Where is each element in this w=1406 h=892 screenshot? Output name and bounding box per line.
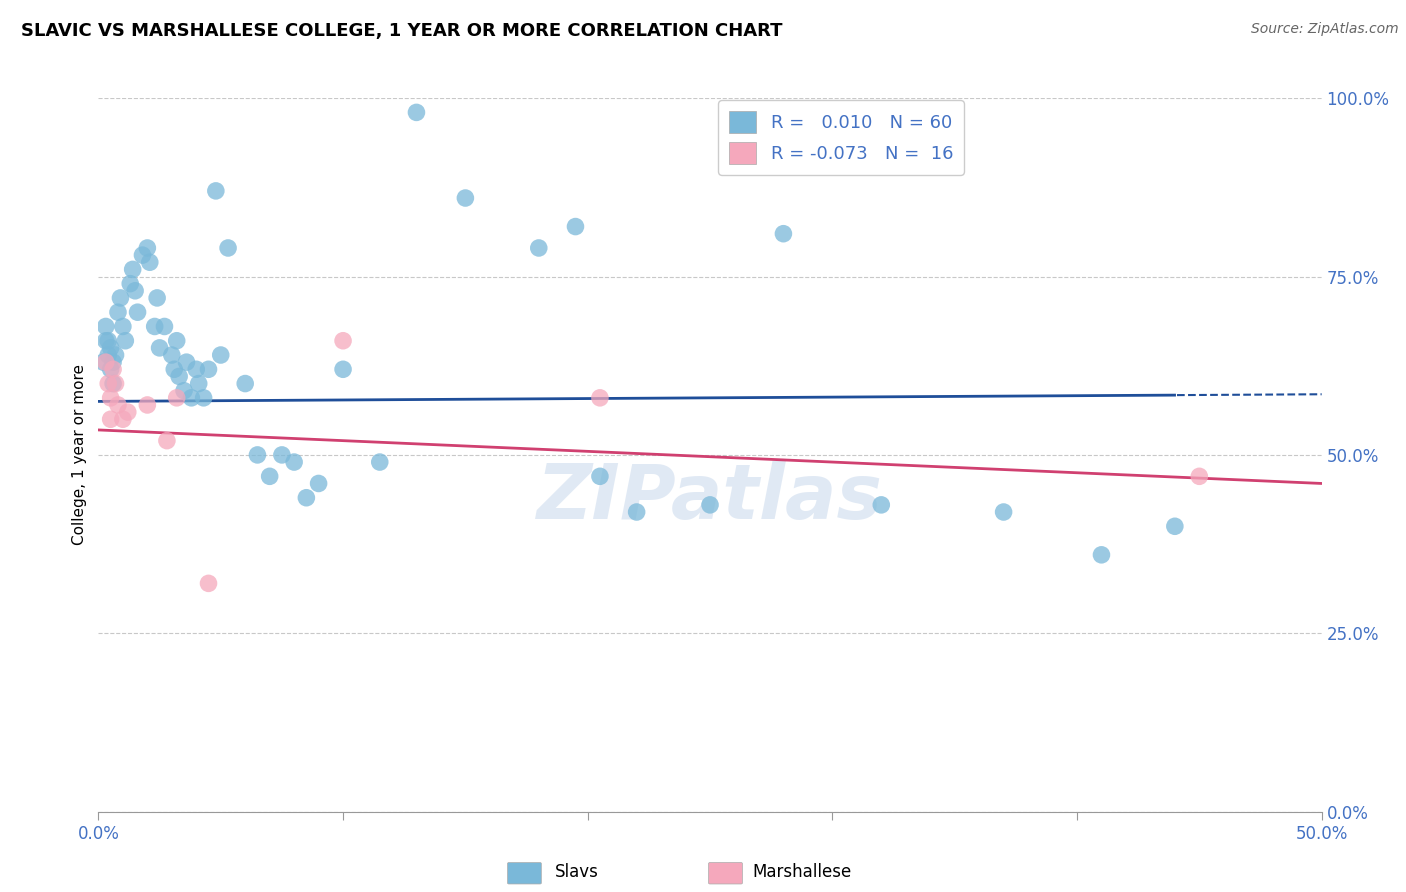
Point xyxy=(100,362,122,376)
Point xyxy=(136,398,159,412)
Point xyxy=(332,362,354,376)
Point xyxy=(197,576,219,591)
Text: ZIPatlas: ZIPatlas xyxy=(537,461,883,534)
Point xyxy=(114,334,136,348)
Point xyxy=(120,277,142,291)
Point xyxy=(197,362,219,376)
Point xyxy=(110,291,132,305)
Point xyxy=(143,319,166,334)
Point xyxy=(139,255,162,269)
Point xyxy=(100,391,122,405)
Point xyxy=(589,391,612,405)
Point xyxy=(94,334,117,348)
Text: Marshallese: Marshallese xyxy=(752,863,852,881)
Point xyxy=(1188,469,1211,483)
Point xyxy=(97,348,120,362)
Point xyxy=(405,105,427,120)
Point xyxy=(564,219,586,234)
Point xyxy=(527,241,550,255)
Point xyxy=(101,376,124,391)
Point xyxy=(187,376,209,391)
Text: Slavs: Slavs xyxy=(555,863,599,881)
Point xyxy=(1090,548,1112,562)
Legend: R =   0.010   N = 60, R = -0.073   N =  16: R = 0.010 N = 60, R = -0.073 N = 16 xyxy=(718,100,965,175)
Point xyxy=(626,505,648,519)
Point xyxy=(107,398,129,412)
Point xyxy=(97,376,120,391)
Point xyxy=(121,262,143,277)
Point xyxy=(283,455,305,469)
Point xyxy=(104,348,127,362)
Point xyxy=(100,412,122,426)
Point xyxy=(101,355,124,369)
Point xyxy=(308,476,330,491)
Point xyxy=(259,469,281,483)
Text: Source: ZipAtlas.com: Source: ZipAtlas.com xyxy=(1251,22,1399,37)
Point xyxy=(699,498,721,512)
Point xyxy=(166,334,188,348)
Point xyxy=(131,248,153,262)
Point xyxy=(180,391,202,405)
Point xyxy=(117,405,139,419)
Point xyxy=(101,362,124,376)
Point xyxy=(205,184,228,198)
Point xyxy=(107,305,129,319)
Point xyxy=(91,355,114,369)
Point xyxy=(1164,519,1187,533)
Point xyxy=(173,384,195,398)
Point xyxy=(163,362,186,376)
Point xyxy=(233,376,256,391)
Point xyxy=(100,341,122,355)
Point xyxy=(368,455,391,469)
Point xyxy=(149,341,172,355)
Point xyxy=(104,376,127,391)
Point xyxy=(772,227,794,241)
Point xyxy=(160,348,183,362)
Point xyxy=(146,291,169,305)
Point xyxy=(332,334,354,348)
Point xyxy=(217,241,239,255)
Y-axis label: College, 1 year or more: College, 1 year or more xyxy=(72,365,87,545)
Point xyxy=(167,369,190,384)
Point xyxy=(136,241,159,255)
Point xyxy=(193,391,215,405)
Point xyxy=(124,284,146,298)
Point xyxy=(176,355,198,369)
Point xyxy=(246,448,269,462)
Point xyxy=(870,498,893,512)
Point xyxy=(295,491,318,505)
Point xyxy=(111,319,134,334)
Point xyxy=(166,391,188,405)
Point xyxy=(156,434,179,448)
Point xyxy=(127,305,149,319)
Point xyxy=(97,334,120,348)
Point xyxy=(589,469,612,483)
Point xyxy=(186,362,208,376)
Point xyxy=(94,355,117,369)
Point xyxy=(111,412,134,426)
Point xyxy=(993,505,1015,519)
Point xyxy=(153,319,176,334)
Point xyxy=(94,319,117,334)
Text: SLAVIC VS MARSHALLESE COLLEGE, 1 YEAR OR MORE CORRELATION CHART: SLAVIC VS MARSHALLESE COLLEGE, 1 YEAR OR… xyxy=(21,22,783,40)
Point xyxy=(270,448,294,462)
Point xyxy=(454,191,477,205)
Point xyxy=(209,348,232,362)
